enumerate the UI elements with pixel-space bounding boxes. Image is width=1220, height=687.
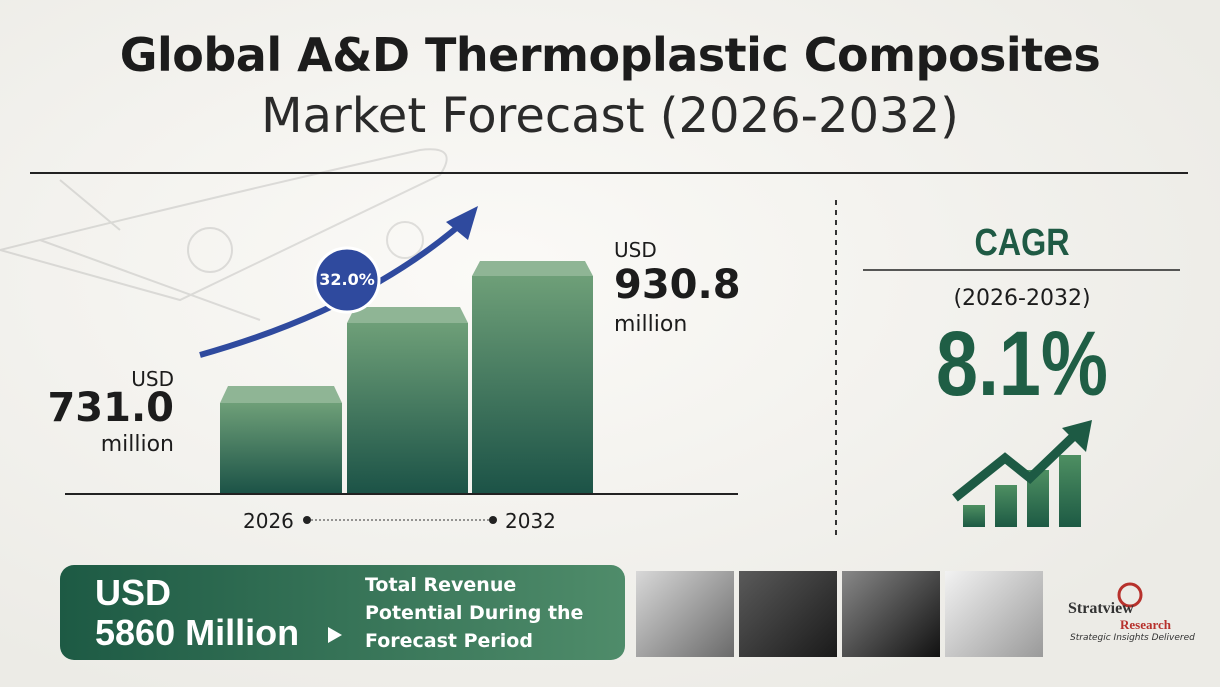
start-year: 2026 <box>243 509 294 533</box>
pointer <box>328 627 342 643</box>
bar-top <box>472 261 593 276</box>
cagr-period: (2026-2032) <box>953 286 1091 311</box>
unit: million <box>100 432 174 457</box>
photo-component <box>739 571 837 657</box>
bar-top <box>220 386 342 403</box>
badge <box>313 246 381 314</box>
icon-arrow <box>952 428 1082 502</box>
revenue-text: Forecast Period <box>365 630 533 652</box>
end-year: 2032 <box>505 509 556 533</box>
photo-cables <box>842 571 940 657</box>
currency: USD <box>614 238 657 262</box>
icon-arrow-head <box>1062 420 1092 452</box>
cagr-value: 8.1% <box>936 313 1108 415</box>
logo-mark <box>1117 582 1143 608</box>
currency: USD <box>131 367 174 391</box>
photo-cabin <box>636 571 734 657</box>
revenue-text: Total Revenue <box>365 574 517 596</box>
bar-top <box>347 307 468 323</box>
growth-icon <box>963 455 1081 527</box>
logo-sub: Research <box>1120 617 1172 632</box>
arrow-head <box>446 206 478 240</box>
bar <box>472 276 593 493</box>
logo-tagline: Strategic Insights Delivered <box>1070 633 1195 643</box>
revenue-value: 5860 Million <box>95 612 300 653</box>
cagr-label: CAGR <box>974 222 1070 264</box>
start-value: 731.0 <box>47 385 174 431</box>
growth-percent: 32.0% <box>319 270 375 289</box>
subtitle: Market Forecast (2026-2032) <box>261 88 959 144</box>
revenue-box <box>60 565 625 660</box>
logo-name: Stratview <box>1068 600 1134 617</box>
plane-sketch <box>0 148 448 321</box>
bar <box>347 323 468 493</box>
unit: million <box>614 312 688 337</box>
dot <box>303 516 311 524</box>
bar <box>220 403 342 493</box>
revenue-currency: USD <box>95 572 172 613</box>
end-value: 930.8 <box>614 262 741 308</box>
revenue-text: Potential During the <box>365 602 584 624</box>
dot <box>489 516 497 524</box>
title: Global A&D Thermoplastic Composites <box>119 28 1101 82</box>
photo-part <box>945 571 1043 657</box>
